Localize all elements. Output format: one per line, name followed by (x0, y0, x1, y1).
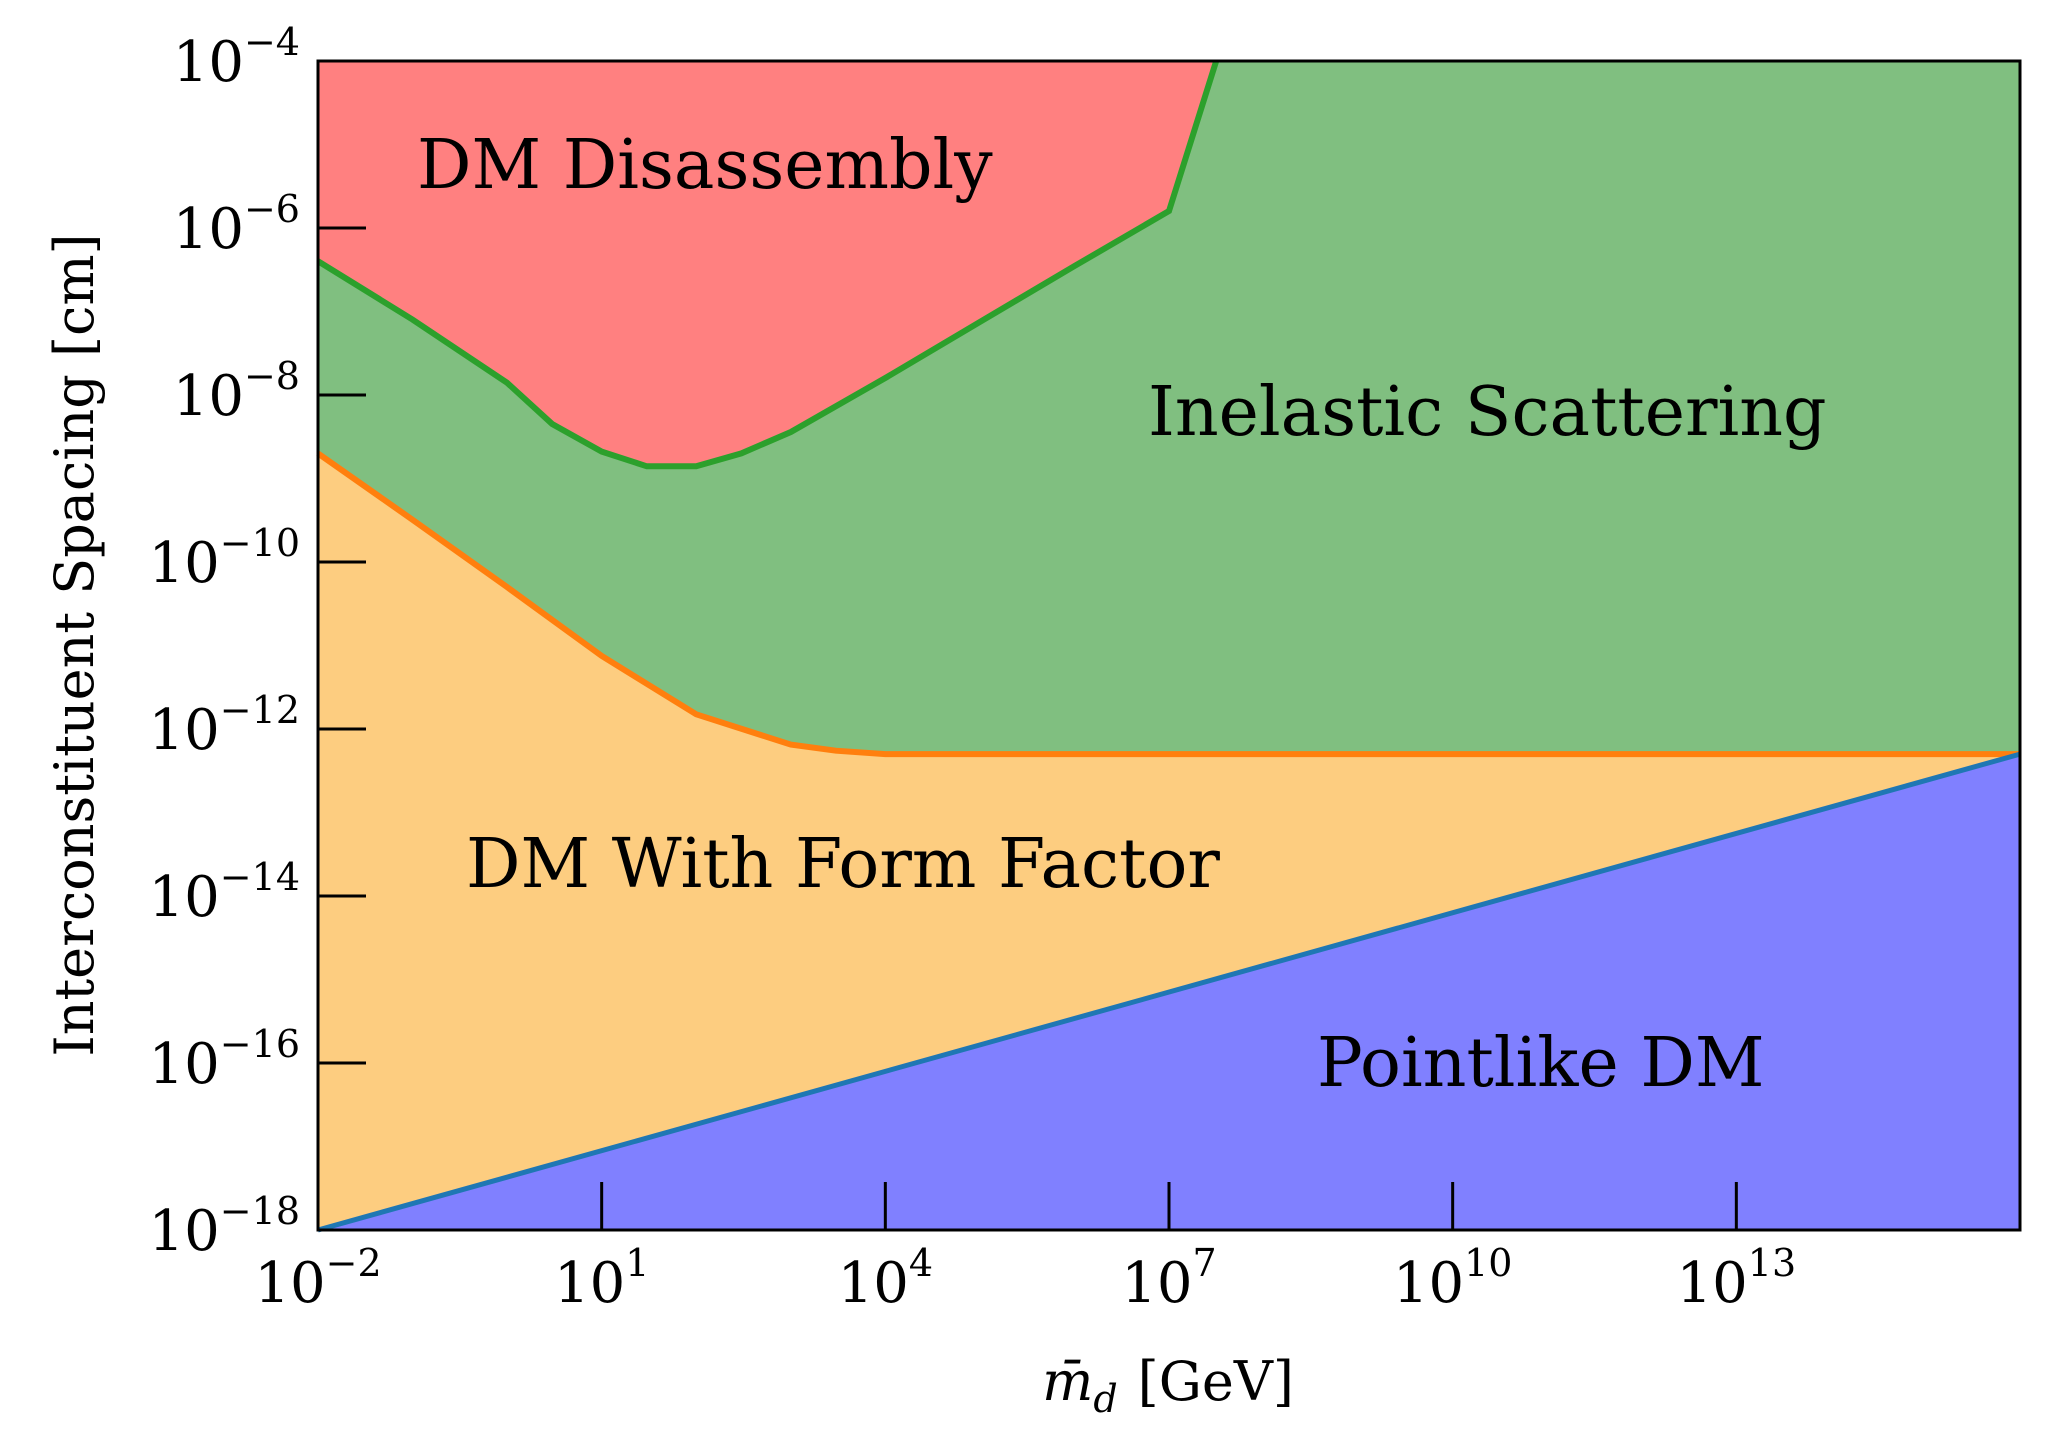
y-axis-label: Interconstituent Spacing [cm] (43, 233, 106, 1056)
plot-frame (316, 59, 2022, 1232)
y-ticks: 10−4 10−6 10−8 10−10 10−12 10−14 10−16 10−18 (149, 20, 366, 1264)
region-label-dm-disassembly: DM Disassembly (417, 126, 993, 205)
pointlike-boundary-line (317, 751, 2021, 1233)
x-tick-label: 10−2 (254, 1241, 381, 1316)
x-tick-label: 104 (838, 1241, 933, 1316)
y-tick-label: 10−14 (149, 855, 300, 930)
x-tick-label: 1010 (1393, 1241, 1513, 1316)
x-tick-label: 107 (1121, 1241, 1216, 1316)
region-inelastic-scattering (318, 61, 2020, 755)
x-axis-label-unit: [GeV] (1138, 1350, 1294, 1413)
x-tick-label: 1013 (1677, 1241, 1797, 1316)
y-tick-label: 10−18 (149, 1189, 300, 1264)
y-tick-label: 10−16 (149, 1022, 300, 1097)
region-dm-disassembly (318, 61, 1217, 467)
y-tick-label: 10−10 (149, 521, 300, 596)
y-tick-label: 10−12 (149, 688, 300, 763)
region-label-dm-with-form-factor: DM With Form Factor (466, 825, 1220, 904)
x-axis-label: m̄d [GeV] (1042, 1350, 1294, 1421)
region-label-pointlike-dm: Pointlike DM (1317, 1024, 1765, 1103)
x-ticks: 10−2 101 104 107 1010 1013 (254, 1182, 1796, 1316)
region-dm-with-form-factor (318, 453, 2020, 1230)
inelastic-boundary-line (316, 60, 1220, 470)
x-tick-label: 101 (554, 1241, 649, 1316)
region-label-inelastic-scattering: Inelastic Scattering (1148, 373, 1827, 452)
plot-area: 10−2 101 104 107 1010 1013 10−410−610−810−101… (149, 20, 2022, 1316)
x-axis-label-subscript: d (1093, 1377, 1117, 1421)
y-tick-label: 10−6 (173, 187, 300, 262)
form-factor-boundary-line (316, 450, 2020, 758)
y-tick-label: 10−4 (173, 20, 300, 95)
y-tick-label: 10−8 (173, 354, 300, 429)
x-axis-label-symbol: m̄ (1042, 1350, 1093, 1413)
